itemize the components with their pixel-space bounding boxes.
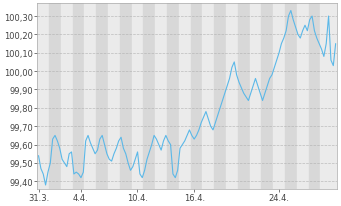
- Bar: [226, 4, 238, 189]
- Bar: [108, 4, 120, 189]
- Bar: [320, 4, 337, 189]
- Bar: [61, 4, 73, 189]
- Bar: [203, 4, 214, 189]
- Bar: [132, 4, 144, 189]
- Bar: [273, 4, 285, 189]
- Bar: [285, 4, 297, 189]
- Bar: [96, 4, 108, 189]
- Bar: [179, 4, 191, 189]
- Bar: [261, 4, 273, 189]
- Bar: [214, 4, 226, 189]
- Bar: [155, 4, 167, 189]
- Bar: [297, 4, 309, 189]
- Bar: [37, 4, 49, 189]
- Bar: [309, 4, 320, 189]
- Bar: [120, 4, 132, 189]
- Bar: [144, 4, 155, 189]
- Bar: [85, 4, 96, 189]
- Bar: [238, 4, 250, 189]
- Bar: [49, 4, 61, 189]
- Bar: [167, 4, 179, 189]
- Bar: [73, 4, 85, 189]
- Bar: [250, 4, 261, 189]
- Bar: [191, 4, 203, 189]
